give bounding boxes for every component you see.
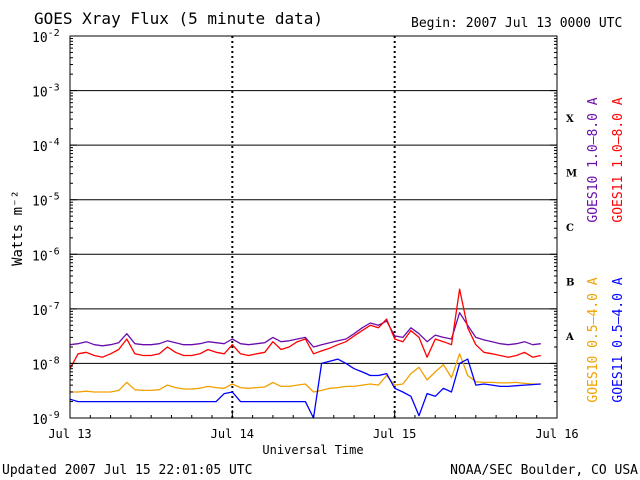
chart-title: GOES Xray Flux (5 minute data) (34, 9, 323, 28)
updated-timestamp: Updated 2007 Jul 15 22:01:05 UTC (2, 463, 252, 478)
flare-class-m: M (566, 168, 577, 179)
series-line-goes11-0-5-4-0-a (69, 358, 541, 419)
series-line-goes10-0-5-4-0-a (70, 353, 541, 393)
x-tick-label: Jul 15 (373, 427, 416, 441)
series-line-goes10-1-0-8-0-a (69, 312, 541, 348)
flare-class-x: X (566, 114, 574, 125)
x-tick-label: Jul 16 (535, 427, 578, 441)
x-tick-label: Jul 14 (211, 427, 254, 441)
y-tick-label: 10-2 (32, 28, 60, 46)
legend-entry: GOES11 0.5–4.0 A (611, 277, 626, 402)
y-tick-label: 10-5 (32, 192, 60, 210)
y-axis-label: Watts m⁻² (10, 190, 26, 266)
flare-class-c: C (566, 223, 574, 234)
credit-line: NOAA/SEC Boulder, CO USA (450, 463, 638, 478)
x-axis-label: Universal Time (262, 443, 363, 457)
y-tick-label: 10-7 (32, 301, 60, 319)
y-tick-label: 10-8 (32, 355, 60, 373)
y-tick-label: 10-4 (32, 137, 60, 155)
y-tick-label: 10-9 (32, 410, 60, 428)
series-layer (69, 288, 541, 419)
legend: GOES10 1.0–8.0 A GOES11 1.0–8.0 A GOES10 0… (586, 97, 626, 402)
y-tick-label: 10-6 (32, 246, 60, 264)
x-tick-label: Jul 13 (48, 427, 91, 441)
flare-class-b: B (566, 278, 574, 289)
flare-class-a: A (565, 332, 574, 343)
plot-grid (70, 36, 557, 418)
y-tick-label: 10-3 (32, 83, 60, 101)
legend-entry: GOES10 1.0–8.0 A (586, 97, 601, 222)
y-axis-ticks: 10-2 10-3 10-4 10-5 10-6 10-7 10-8 10-9 (32, 28, 557, 428)
series-line-goes11-1-0-8-0-a (69, 288, 541, 370)
flare-class-labels: X M C B A (565, 114, 577, 343)
begin-date: Begin: 2007 Jul 13 0000 UTC (411, 16, 622, 31)
legend-entry: GOES10 0.5–4.0 A (586, 277, 601, 402)
x-axis-ticks: Jul 13 Jul 14 Jul 15 Jul 16 (48, 410, 579, 441)
plot-frame (69, 35, 558, 419)
legend-entry: GOES11 1.0–8.0 A (611, 97, 626, 222)
